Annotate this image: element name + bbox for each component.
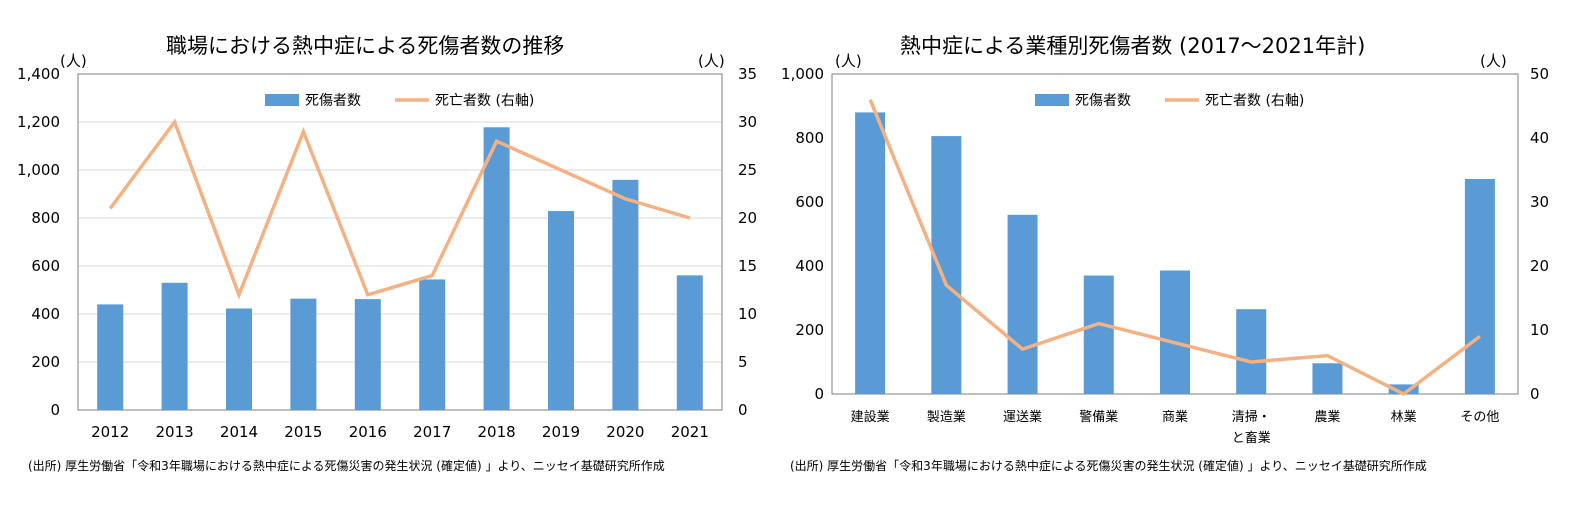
y-tick-label-right: 35 [738, 65, 757, 83]
x-tick-label: 2018 [478, 423, 516, 441]
y-tick-label-left: 1,000 [17, 161, 60, 179]
chart-svg: 0 200 400 600 800 1,000 1,200 1,400 0 5 10 15 20 25 30… [17, 65, 757, 441]
bar [855, 112, 886, 395]
chart-panel-left: 職場における熱中症による死傷者数の推移 (人) (人) 0 200 400 600 80… [0, 0, 780, 507]
y-tick-label-left: 400 [795, 257, 824, 275]
y-tick-label-left: 200 [31, 353, 60, 371]
bar [161, 282, 188, 410]
bar [226, 308, 252, 410]
legend-bar-swatch [265, 94, 299, 106]
bar [483, 127, 510, 410]
y-tick-label-right: 0 [1530, 385, 1540, 403]
left-axis-unit: (人) [835, 52, 862, 70]
y-tick-label-right: 20 [1530, 257, 1549, 275]
y-tick-label-right: 5 [738, 353, 748, 371]
y-tick-label-right: 0 [738, 401, 748, 419]
line-series [108, 118, 691, 300]
bar [97, 304, 124, 410]
y-tick-label-right: 20 [738, 209, 757, 227]
legend-bar-swatch [1035, 94, 1069, 106]
bar [1007, 214, 1038, 394]
legend-line-label: 死亡者数 (右軸) [435, 93, 534, 109]
y-tick-label-left: 1,000 [781, 65, 824, 83]
legend-bar-label: 死傷者数 [1075, 93, 1131, 109]
y-tick-label-left: 800 [31, 209, 60, 227]
y-tick-label-left: 600 [795, 193, 824, 211]
bar [1464, 178, 1495, 394]
source-note: (出所) 厚生労働省「令和3年職場における熱中症による死傷災害の発生状況 (確定… [790, 459, 1427, 473]
y-tick-label-left: 400 [31, 305, 60, 323]
x-tick-label: 2016 [349, 423, 387, 441]
y-tick-label-left: 0 [814, 385, 824, 403]
bar [290, 298, 317, 410]
line-series [868, 98, 1481, 397]
y-tick-label-left: 1,200 [17, 113, 60, 131]
chart-panel-right: 熱中症による業種別死傷者数 (2017〜2021年計) (人) (人) 0 200… [780, 0, 1571, 507]
y-tick-label-right: 30 [1530, 193, 1549, 211]
x-tick-label: 清掃・ [1232, 409, 1271, 425]
x-tick-label: 2015 [284, 423, 322, 441]
x-tick-label: 2021 [671, 423, 709, 441]
bar [1083, 275, 1114, 394]
x-tick-label: 2014 [220, 423, 258, 441]
left-axis-unit: (人) [60, 52, 87, 70]
bar [548, 211, 574, 410]
x-tick-label: 2020 [606, 423, 644, 441]
x-tick-label: 2017 [413, 423, 451, 441]
right-axis-unit: (人) [1480, 52, 1507, 70]
x-tick-label: 警備業 [1079, 409, 1118, 425]
y-tick-label-right: 30 [738, 113, 757, 131]
bar [1160, 270, 1190, 394]
x-tick-label: 2019 [542, 423, 580, 441]
bar [931, 136, 962, 394]
x-tick-label: 農業 [1314, 409, 1340, 425]
source-note: (出所) 厚生労働省「令和3年職場における熱中症による死傷災害の発生状況 (確定… [28, 459, 665, 473]
x-tick-label: その他 [1460, 410, 1499, 425]
y-tick-label-left: 800 [795, 129, 824, 147]
bar [419, 279, 446, 410]
x-tick-label: 2012 [91, 423, 129, 441]
x-tick-label: 商業 [1162, 409, 1188, 425]
x-tick-label: 運送業 [1003, 409, 1042, 425]
y-tick-label-right: 25 [738, 161, 757, 179]
x-tick-label: 製造業 [927, 409, 966, 425]
y-tick-label-right: 40 [1530, 129, 1549, 147]
bar [1388, 384, 1419, 394]
bar [1236, 309, 1267, 394]
plot-frame [77, 73, 723, 411]
y-tick-label-left: 600 [31, 257, 60, 275]
bar [1312, 363, 1343, 394]
chart-title: 職場における熱中症による死傷者数の推移 [166, 34, 565, 58]
x-tick-label: 建設業 [851, 409, 890, 425]
bar [354, 299, 381, 410]
bar [612, 179, 639, 410]
x-tick-label: と畜業 [1232, 430, 1271, 446]
chart-svg: 0 200 400 600 800 1,000 0 10 20 30 40 50 建設業 製造業 運送業 警備… [781, 65, 1549, 446]
y-tick-label-right: 15 [738, 257, 757, 275]
y-tick-label-left: 200 [795, 321, 824, 339]
y-tick-label-right: 10 [738, 305, 757, 323]
y-tick-label-right: 50 [1530, 65, 1549, 83]
x-tick-label: 2013 [156, 423, 194, 441]
bar [676, 275, 703, 410]
legend-line-label: 死亡者数 (右軸) [1205, 93, 1304, 109]
y-tick-label-left: 1,400 [17, 65, 60, 83]
chart-title: 熱中症による業種別死傷者数 (2017〜2021年計) [900, 34, 1366, 58]
legend-bar-label: 死傷者数 [305, 93, 361, 109]
y-tick-label-right: 10 [1530, 321, 1549, 339]
y-tick-label-left: 0 [50, 401, 60, 419]
right-axis-unit: (人) [698, 52, 725, 70]
x-tick-label: 林業 [1391, 409, 1417, 425]
